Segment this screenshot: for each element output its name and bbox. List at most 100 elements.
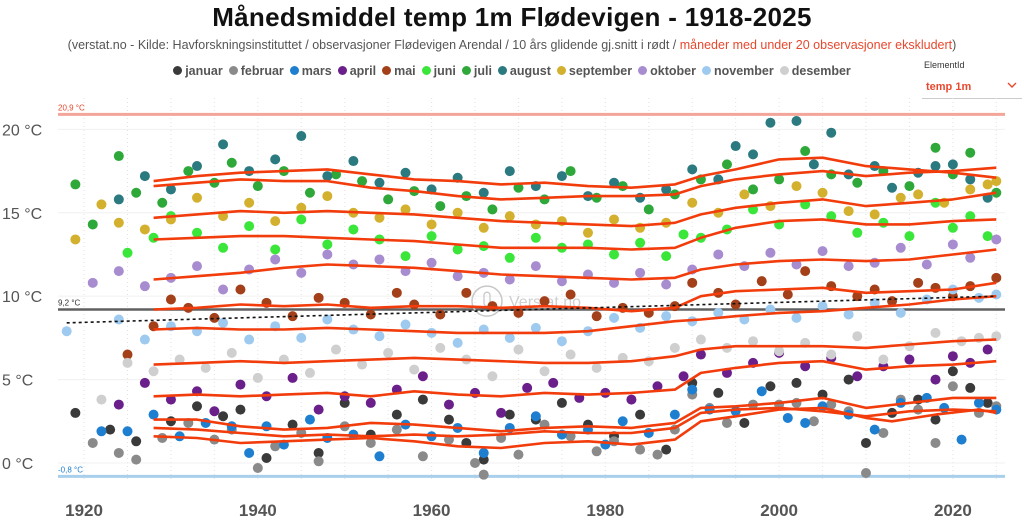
legend-marker (173, 66, 183, 75)
point-august (826, 127, 837, 138)
legend-item-juli[interactable]: juli (461, 64, 492, 78)
moving-average-januar (153, 396, 997, 433)
point-desember (96, 394, 107, 405)
point-september (70, 234, 81, 245)
point-februar (930, 437, 941, 448)
point-september (96, 199, 107, 210)
point-mai (687, 277, 698, 288)
point-februar (478, 469, 489, 480)
point-august (765, 117, 776, 128)
point-september (426, 219, 437, 230)
point-november (530, 322, 541, 333)
legend-marker (421, 66, 431, 75)
point-desember (331, 344, 342, 355)
point-november (452, 337, 463, 348)
legend-item-juni[interactable]: juni (421, 64, 456, 78)
point-februar (565, 431, 576, 442)
point-mars (96, 426, 107, 437)
legend-marker (556, 66, 566, 75)
legend-label: juni (433, 64, 456, 78)
legend-item-april[interactable]: april (337, 64, 376, 78)
legend-item-september[interactable]: september (556, 64, 632, 78)
point-juni (661, 251, 672, 262)
point-august (348, 156, 359, 167)
point-juli (591, 192, 602, 203)
point-september (843, 206, 854, 217)
point-mai (513, 307, 524, 318)
point-august (400, 167, 411, 178)
point-desember (852, 331, 863, 342)
legend-marker (382, 66, 392, 75)
point-januar (843, 374, 854, 385)
element-filter-dropdown[interactable]: temp 1m (922, 76, 1022, 99)
point-januar (391, 409, 402, 420)
legend-item-januar[interactable]: januar (173, 64, 223, 78)
point-april (287, 372, 298, 383)
point-juli (565, 166, 576, 177)
point-september (687, 197, 698, 208)
point-juli (774, 174, 785, 185)
point-juli (435, 201, 446, 212)
point-september (965, 184, 976, 195)
legend-item-august[interactable]: august (497, 64, 551, 78)
point-november (113, 314, 124, 325)
point-september (192, 192, 203, 203)
legend-marker (701, 66, 711, 75)
element-filter[interactable]: ElementId temp 1m (922, 58, 1022, 100)
point-august (887, 182, 898, 193)
point-oktober (661, 279, 672, 290)
legend-label: oktober (650, 64, 696, 78)
point-desember (304, 367, 315, 378)
point-desember (930, 327, 941, 338)
point-mai (565, 289, 576, 300)
legend-item-mai[interactable]: mai (382, 64, 416, 78)
point-januar (982, 397, 993, 408)
point-juli (487, 204, 498, 215)
watermark: Verstat.no (471, 285, 581, 317)
point-juli (87, 219, 98, 230)
point-mai (991, 272, 1002, 283)
point-desember (409, 364, 420, 375)
chevron-down-icon (1007, 82, 1017, 88)
point-april (417, 371, 428, 382)
point-februar (808, 416, 819, 427)
point-oktober (426, 257, 437, 268)
point-desember (174, 354, 185, 365)
legend-item-mars[interactable]: mars (289, 64, 332, 78)
point-september (270, 216, 281, 227)
point-oktober (791, 259, 802, 270)
reference-label-min: -0,8 °C (58, 465, 83, 474)
legend-item-februar[interactable]: februar (228, 64, 284, 78)
point-februar (513, 449, 524, 460)
point-august (661, 184, 672, 195)
point-mars (956, 434, 967, 445)
point-oktober (270, 254, 281, 265)
point-juli (965, 147, 976, 158)
point-desember (669, 342, 680, 353)
point-januar (765, 381, 776, 392)
point-oktober (991, 234, 1002, 245)
moving-average-lines (153, 156, 997, 450)
point-april (930, 374, 941, 385)
element-filter-value: temp 1m (926, 81, 972, 93)
moving-average-mars (153, 406, 997, 438)
legend-item-oktober[interactable]: oktober (638, 64, 696, 78)
trend-line (66, 295, 997, 324)
point-januar (947, 366, 958, 377)
point-oktober (530, 261, 541, 272)
point-juni (965, 211, 976, 222)
point-mai (391, 287, 402, 298)
point-mars (669, 409, 680, 420)
point-juli (226, 157, 237, 168)
reference-label-max: 20,9 °C (58, 103, 85, 112)
point-november (609, 312, 620, 323)
legend-item-november[interactable]: november (701, 64, 774, 78)
point-november (791, 312, 802, 323)
point-september (530, 219, 541, 230)
chart-legend: januar februar mars april mai juni juli august s… (0, 64, 1024, 78)
legend-item-desember[interactable]: desember (779, 64, 851, 78)
point-januar (131, 436, 142, 447)
point-november (218, 317, 229, 328)
point-november (843, 309, 854, 320)
point-juni (609, 249, 620, 260)
